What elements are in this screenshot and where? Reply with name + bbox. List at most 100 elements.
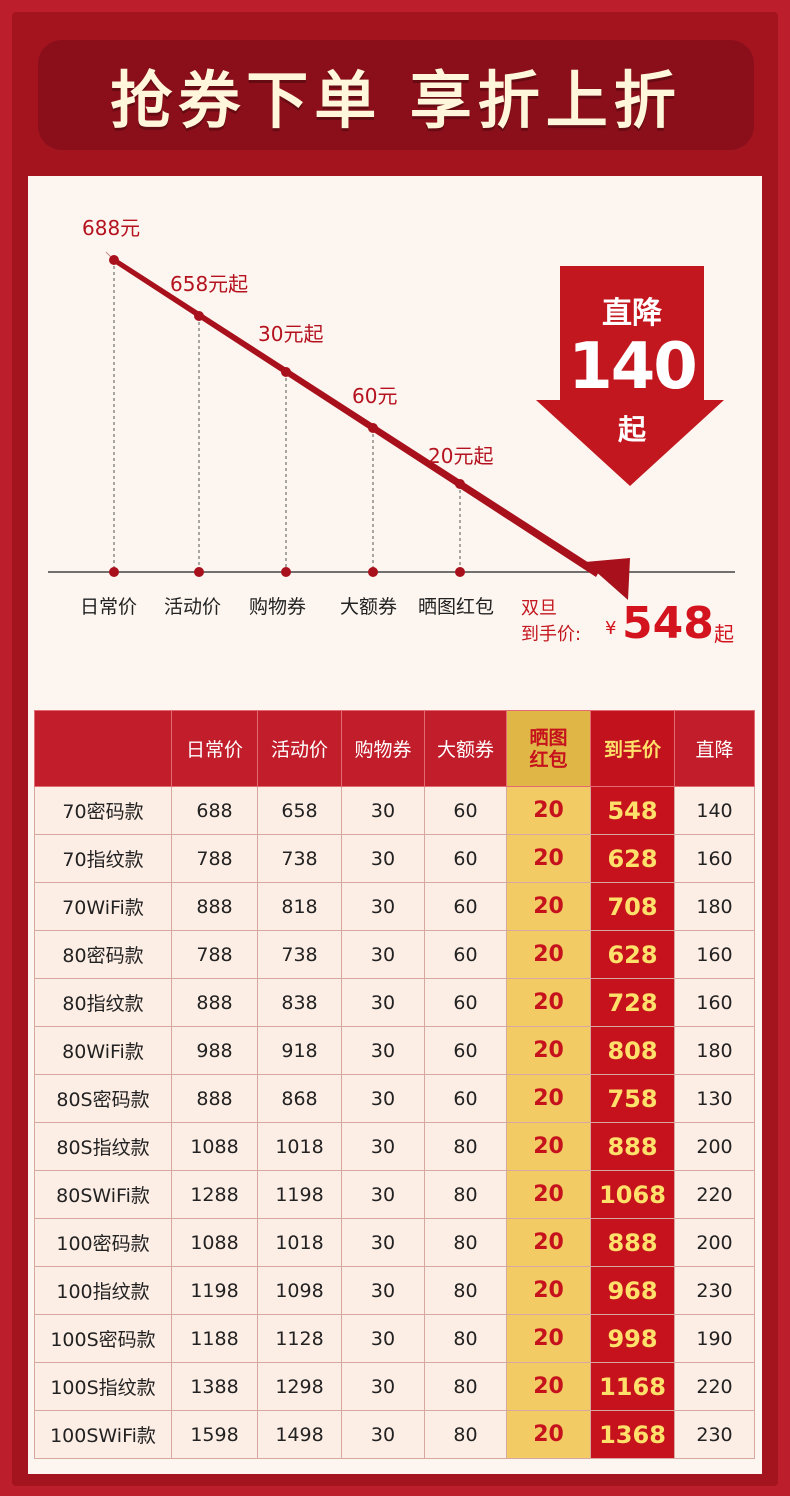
table-cell: 100密码款 [34, 1218, 172, 1267]
table-cell: 20 [506, 1218, 591, 1267]
table-cell: 160 [674, 930, 755, 979]
axis-label: 大额券 [340, 596, 398, 618]
table-cell: 80 [424, 1218, 507, 1267]
table-cell: 60 [424, 786, 507, 835]
table-cell: 888 [590, 1218, 675, 1267]
table-cell: 628 [590, 834, 675, 883]
table-cell: 868 [257, 1074, 342, 1123]
price-drop-chart [48, 251, 735, 600]
table-cell: 100S指纹款 [34, 1362, 172, 1411]
table-cell: 1598 [171, 1410, 258, 1459]
table-cell: 1168 [590, 1362, 675, 1411]
table-cell: 190 [674, 1314, 755, 1363]
table-cell: 20 [506, 930, 591, 979]
table-cell: 1388 [171, 1362, 258, 1411]
table-cell: 30 [341, 786, 425, 835]
table-cell: 60 [424, 1074, 507, 1123]
table-cell: 80 [424, 1266, 507, 1315]
table-cell: 628 [590, 930, 675, 979]
table-header: 直降 [674, 710, 755, 787]
table-header [34, 710, 172, 787]
table-cell: 20 [506, 1314, 591, 1363]
table-row: 80密码款 788 738 30 60 20 628 160 [34, 930, 755, 979]
table-cell: 1088 [171, 1218, 258, 1267]
table-cell: 70WiFi款 [34, 882, 172, 931]
table-cell: 888 [590, 1122, 675, 1171]
table-cell: 140 [674, 786, 755, 835]
table-cell: 1018 [257, 1122, 342, 1171]
table-cell: 20 [506, 882, 591, 931]
table-cell: 20 [506, 834, 591, 883]
final-label-price: 到手价: [521, 624, 582, 645]
table-header: 活动价 [257, 710, 342, 787]
table-cell: 70指纹款 [34, 834, 172, 883]
table-cell: 918 [257, 1026, 342, 1075]
table-cell: 130 [674, 1074, 755, 1123]
table-cell: 788 [171, 930, 258, 979]
table-cell: 1098 [257, 1266, 342, 1315]
table-cell: 888 [171, 1074, 258, 1123]
table-cell: 1188 [171, 1314, 258, 1363]
table-cell: 988 [171, 1026, 258, 1075]
table-cell: 1088 [171, 1122, 258, 1171]
table-row: 100S指纹款 1388 1298 30 80 20 1168 220 [34, 1362, 755, 1411]
table-cell: 20 [506, 1026, 591, 1075]
table-cell: 30 [341, 1074, 425, 1123]
table-cell: 788 [171, 834, 258, 883]
table-cell: 30 [341, 1218, 425, 1267]
table-cell: 20 [506, 1410, 591, 1459]
chart-point [281, 367, 291, 377]
table-cell: 80WiFi款 [34, 1026, 172, 1075]
price-table: 日常价 活动价 购物券 大额券 晒图红包 到手价 直降 70密码款 688 658 3… [34, 710, 755, 1459]
table-row: 100密码款 1088 1018 30 80 20 888 200 [34, 1218, 755, 1267]
axis-point [455, 567, 465, 577]
banner-title: 抢券下单 享折上折 [110, 64, 682, 137]
table-cell: 80 [424, 1362, 507, 1411]
table-cell: 100S密码款 [34, 1314, 172, 1363]
table-cell: 60 [424, 1026, 507, 1075]
drop-arrow-body [560, 266, 704, 404]
table-cell: 160 [674, 834, 755, 883]
table-cell: 60 [424, 930, 507, 979]
table-cell: 230 [674, 1266, 755, 1315]
table-cell: 200 [674, 1218, 755, 1267]
table-cell: 200 [674, 1122, 755, 1171]
table-cell: 60 [424, 834, 507, 883]
point-label: 30元起 [258, 322, 324, 346]
axis-label: 日常价 [80, 596, 138, 618]
table-cell: 70密码款 [34, 786, 172, 835]
table-row: 80SWiFi款 1288 1198 30 80 20 1068 220 [34, 1170, 755, 1219]
table-cell: 1298 [257, 1362, 342, 1411]
drop-amount: 140 [568, 330, 698, 404]
table-cell: 738 [257, 834, 342, 883]
table-cell: 1198 [257, 1170, 342, 1219]
table-cell: 1498 [257, 1410, 342, 1459]
table-cell: 230 [674, 1410, 755, 1459]
table-cell: 30 [341, 1170, 425, 1219]
table-cell: 100SWiFi款 [34, 1410, 172, 1459]
table-row: 100S密码款 1188 1128 30 80 20 998 190 [34, 1314, 755, 1363]
table-cell: 220 [674, 1362, 755, 1411]
table-row: 80WiFi款 988 918 30 60 20 808 180 [34, 1026, 755, 1075]
table-cell: 80密码款 [34, 930, 172, 979]
table-cell: 80 [424, 1410, 507, 1459]
table-cell: 1068 [590, 1170, 675, 1219]
table-cell: 30 [341, 1362, 425, 1411]
final-suffix: 起 [714, 622, 734, 646]
table-body: 70密码款 688 658 30 60 20 548 140 70指纹款 788 738 30 60 20… [34, 786, 755, 1459]
chart-markers [109, 255, 465, 577]
table-cell: 30 [341, 1266, 425, 1315]
table-row: 80S密码款 888 868 30 60 20 758 130 [34, 1074, 755, 1123]
table-cell: 30 [341, 978, 425, 1027]
table-header: 日常价 [171, 710, 258, 787]
table-cell: 728 [590, 978, 675, 1027]
final-price: 548 [622, 598, 714, 649]
title-banner: 抢券下单 享折上折 [38, 40, 754, 150]
table-header: 晒图红包 [506, 710, 591, 787]
table-cell: 20 [506, 1074, 591, 1123]
final-label-event: 双旦 [521, 598, 557, 619]
table-cell: 838 [257, 978, 342, 1027]
table-cell: 20 [506, 978, 591, 1027]
table-cell: 20 [506, 1122, 591, 1171]
point-label: 20元起 [428, 444, 494, 468]
